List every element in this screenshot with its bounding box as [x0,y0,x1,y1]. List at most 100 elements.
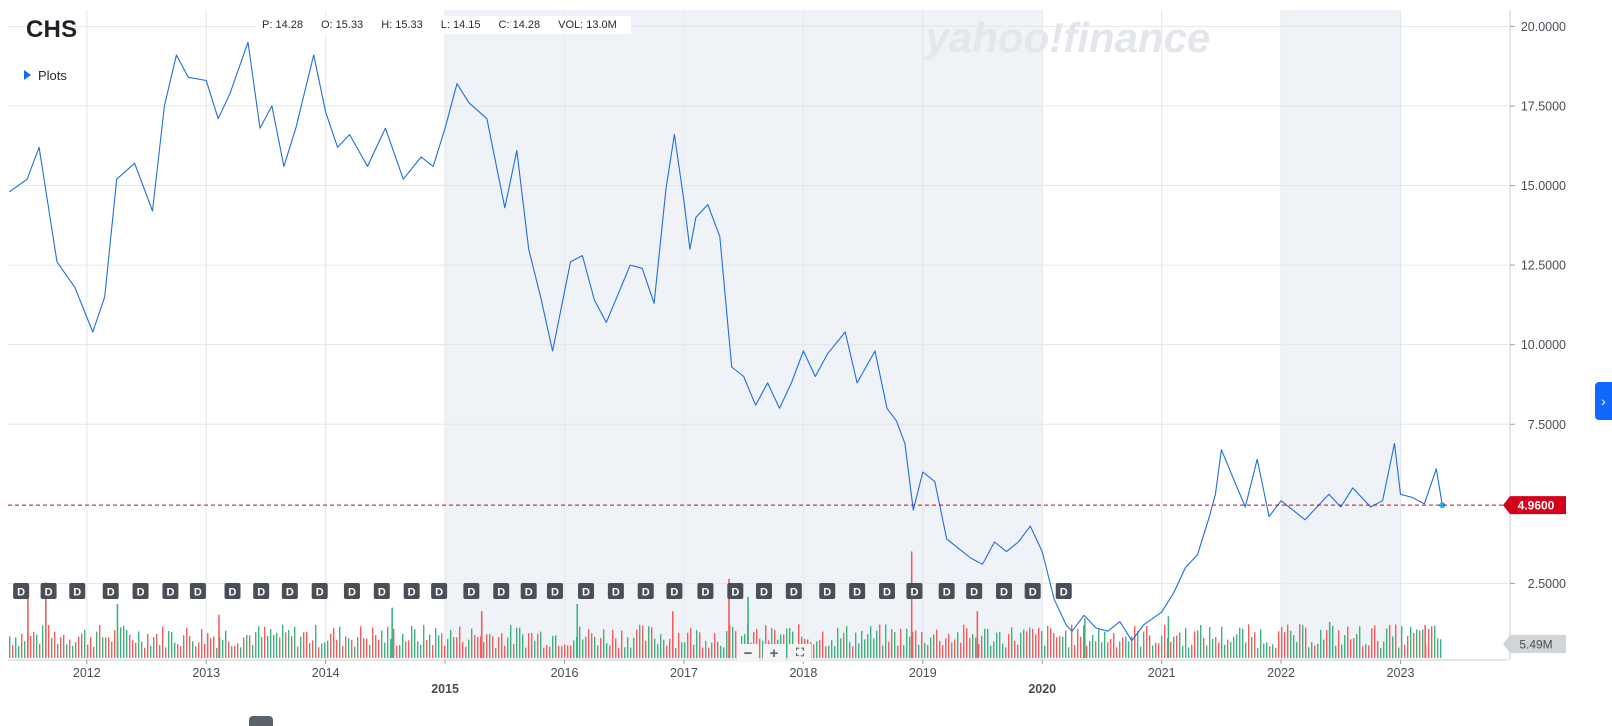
dividend-marker[interactable]: D [69,583,86,599]
dividend-marker-label: D [910,587,918,599]
volume-bar [1113,633,1115,658]
dividend-marker[interactable]: D [373,583,390,599]
side-panel-toggle[interactable]: › [1595,382,1612,420]
volume-bar [933,634,935,658]
volume-bar [42,625,44,658]
volume-bar [213,636,215,658]
dividend-marker-box [311,583,328,599]
dividend-marker[interactable]: D [40,583,57,599]
dividend-marker[interactable]: D [189,583,206,599]
volume-bar [1293,635,1295,658]
dividend-marker[interactable]: D [520,583,537,599]
volume-bar [1131,636,1133,658]
dividend-marker[interactable]: D [546,583,563,599]
volume-bar [1077,629,1079,658]
zoom-in-button[interactable]: + [763,644,785,662]
volume-bar [210,638,212,658]
dividend-marker[interactable]: D [906,583,923,599]
volume-bar [975,637,977,658]
x-tick-label: 2017 [670,666,698,680]
volume-bar [183,635,185,658]
dividend-marker[interactable]: D [343,583,360,599]
volume-bar [414,629,416,658]
dividend-marker[interactable]: D [755,583,772,599]
dividend-marker[interactable]: D [493,583,510,599]
volume-bar [513,643,515,658]
dividend-marker[interactable]: D [785,583,802,599]
dividend-marker-box [1055,583,1072,599]
volume-bar [393,628,395,658]
volume-bar [1284,631,1286,658]
plots-toggle[interactable]: Plots [18,64,77,86]
volume-bar [1044,645,1046,658]
volume-bar [450,629,452,658]
volume-bar [1101,642,1103,658]
dividend-marker[interactable]: D [311,583,328,599]
dividend-marker[interactable]: D [1055,583,1072,599]
dividend-marker-label: D [1029,587,1037,599]
price-badges: 4.9600 5.49M [1503,496,1566,653]
dividend-marker[interactable]: D [819,583,836,599]
dividend-marker[interactable]: D [697,583,714,599]
volume-bar [1317,643,1319,658]
volume-bar [87,644,89,658]
dividend-marker[interactable]: D [966,583,983,599]
volume-bar [1401,626,1403,658]
volume-bar [348,638,350,658]
volume-bar [1404,644,1406,658]
volume-bar [945,638,947,658]
dividend-marker[interactable]: D [849,583,866,599]
dividend-marker[interactable]: D [13,583,30,599]
volume-bar [1236,634,1238,658]
dividend-marker[interactable]: D [132,583,149,599]
dividend-marker[interactable]: D [253,583,270,599]
volume-bar [1203,637,1205,658]
dividend-marker[interactable]: D [607,583,624,599]
volume-bar [1365,644,1367,658]
volume-bar [270,629,272,658]
dividend-marker[interactable]: D [102,583,119,599]
dividend-marker[interactable]: D [996,583,1013,599]
volume-bar [360,626,362,658]
volume-bar [831,640,833,658]
volume-bar [114,630,116,658]
volume-bar [1332,625,1334,658]
dividend-marker-box [755,583,772,599]
dividend-marker[interactable]: D [666,583,683,599]
dividend-marker[interactable]: D [403,583,420,599]
volume-bar [930,637,932,658]
volume-bar [1281,626,1283,658]
volume-bar [1020,632,1022,658]
dividend-marker[interactable]: D [224,583,241,599]
volume-bar [15,637,17,658]
dividend-marker[interactable]: D [637,583,654,599]
volume-bar [1368,645,1370,658]
fullscreen-button[interactable]: ⛶ [789,644,811,662]
volume-bar [1029,627,1031,658]
dividend-marker-box [253,583,270,599]
dividend-marker-label: D [408,587,416,599]
dividend-marker-box [637,583,654,599]
dividend-marker[interactable]: D [431,583,448,599]
volume-bar [960,642,962,658]
dividend-marker[interactable]: D [878,583,895,599]
dividend-marker-box [607,583,624,599]
range-handle[interactable] [249,716,273,726]
dividend-marker[interactable]: D [938,583,955,599]
volume-bar [90,637,92,658]
dividend-marker[interactable]: D [1024,583,1041,599]
dividend-marker[interactable]: D [578,583,595,599]
dividend-marker[interactable]: D [281,583,298,599]
dividend-marker[interactable]: D [162,583,179,599]
volume-bar [1161,635,1163,658]
volume-bar [39,643,41,658]
dividend-marker[interactable]: D [727,583,744,599]
zoom-out-button[interactable]: − [737,644,759,662]
volume-bar [1014,640,1016,658]
volume-bar [21,633,23,658]
volume-bar [159,644,161,658]
dividend-marker[interactable]: D [463,583,480,599]
chevron-right-icon: › [1601,393,1606,409]
